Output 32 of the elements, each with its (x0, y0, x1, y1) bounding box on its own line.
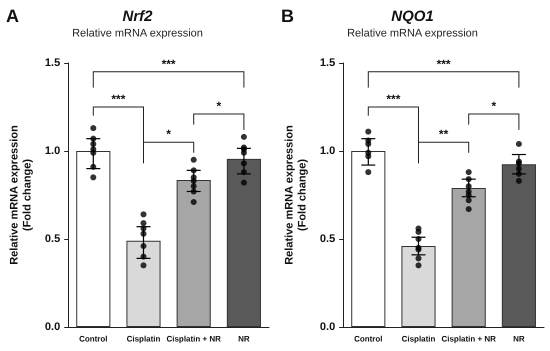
annotation: * (491, 99, 496, 114)
annotation: ** (438, 127, 449, 142)
annotation: *** (436, 56, 451, 71)
x-tick-label: Cisplatin (402, 334, 436, 344)
annotation: *** (162, 56, 176, 71)
x-tick-label: Cisplatin + NR (441, 334, 496, 344)
y-tick-label: 0.0 (44, 321, 60, 333)
y-tick-label: 0.5 (44, 233, 60, 245)
chart-subtitle: Relative mRNA expression (72, 28, 203, 40)
y-tick-label: 0.5 (320, 233, 336, 245)
chart-title: NQO1 (391, 8, 434, 25)
x-tick-label: NR (238, 334, 250, 344)
annotation: *** (111, 92, 126, 106)
chart-subtitle: Relative mRNA expression (347, 28, 478, 40)
y-axis-title: Relative mRNA expression (Fold change) (284, 124, 308, 265)
y-tick-label: 0.0 (320, 321, 336, 333)
text: A (6, 6, 19, 26)
x-tick-label: Control (354, 334, 383, 344)
x-tick-label: NR (513, 334, 525, 344)
y-tick-label: 1.5 (44, 57, 60, 69)
y-tick-label: 1.0 (44, 145, 60, 157)
x-tick-label: Cisplatin (126, 334, 160, 344)
text: B (281, 6, 294, 26)
annotation: * (216, 99, 222, 114)
y-tick-label: 1.5 (320, 57, 336, 69)
x-tick-label: Cisplatin + NR (166, 334, 222, 344)
annotation: *** (386, 92, 401, 106)
y-axis-title: Relative mRNA expression (Fold change) (8, 124, 34, 265)
chart-title: Nrf2 (122, 8, 154, 25)
annotation: * (166, 127, 172, 142)
y-tick-label: 1.0 (320, 145, 336, 157)
x-tick-label: Control (79, 334, 108, 344)
